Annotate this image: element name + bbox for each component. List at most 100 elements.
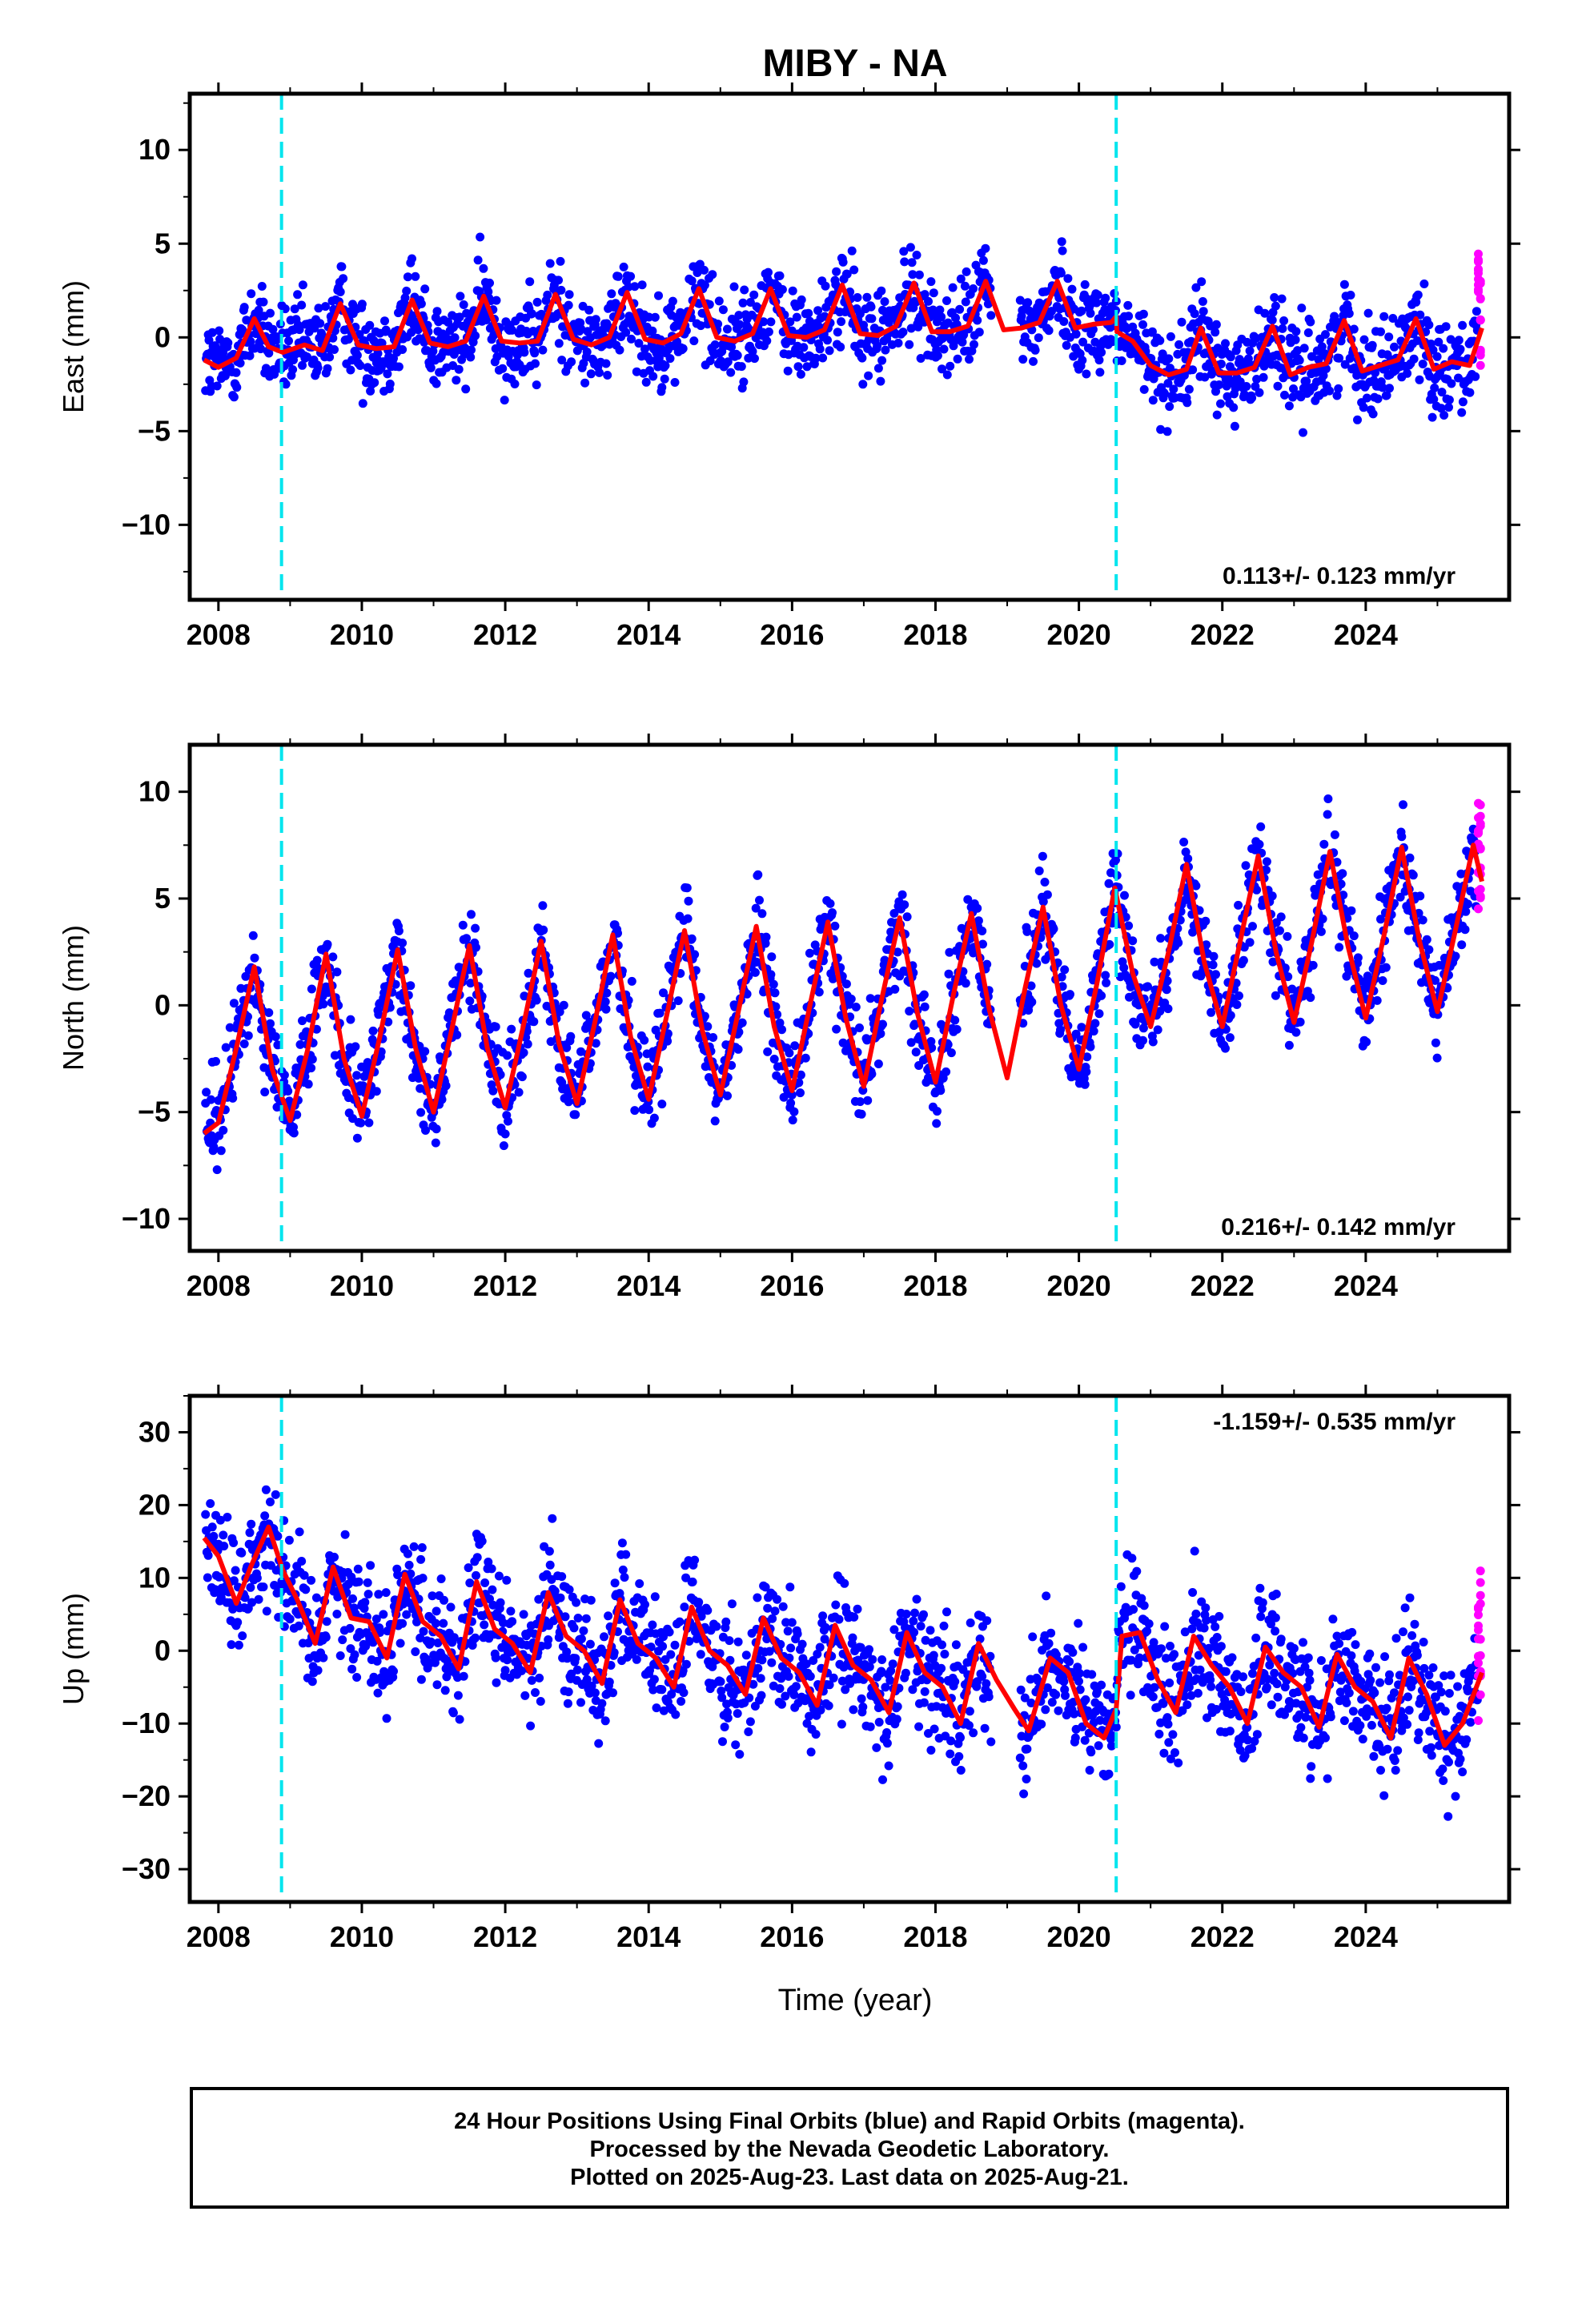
data-point bbox=[238, 1631, 247, 1641]
data-point bbox=[937, 312, 946, 322]
data-point bbox=[1126, 982, 1135, 991]
data-point bbox=[720, 1723, 729, 1731]
data-point bbox=[734, 311, 744, 320]
data-point bbox=[219, 1530, 228, 1540]
data-point bbox=[723, 324, 732, 334]
data-point bbox=[543, 290, 552, 300]
data-point bbox=[370, 378, 379, 388]
data-point bbox=[862, 292, 872, 302]
data-point bbox=[962, 267, 971, 276]
data-point bbox=[571, 1110, 580, 1120]
data-point bbox=[1303, 328, 1313, 337]
data-point bbox=[745, 1717, 755, 1727]
rapid-data-point bbox=[1474, 826, 1483, 835]
data-point bbox=[266, 1498, 275, 1506]
data-point bbox=[1395, 892, 1405, 902]
data-point bbox=[766, 317, 776, 327]
data-point bbox=[479, 263, 488, 273]
data-point bbox=[733, 1637, 743, 1647]
data-point bbox=[585, 1639, 595, 1649]
data-point bbox=[771, 1002, 781, 1011]
data-point bbox=[755, 895, 764, 905]
data-point bbox=[1183, 854, 1193, 863]
x-tick-label: 2008 bbox=[187, 618, 251, 651]
data-point bbox=[733, 351, 742, 360]
data-point bbox=[1120, 891, 1129, 900]
data-point bbox=[849, 1612, 859, 1622]
data-point bbox=[834, 1614, 844, 1624]
data-point bbox=[970, 340, 978, 349]
data-point bbox=[534, 1594, 544, 1604]
data-point bbox=[1200, 372, 1210, 382]
data-point bbox=[881, 345, 890, 355]
data-point bbox=[770, 1606, 780, 1616]
data-point bbox=[765, 1647, 774, 1656]
data-point bbox=[821, 1622, 830, 1632]
data-point bbox=[1235, 355, 1244, 364]
data-point bbox=[938, 1640, 946, 1650]
data-point bbox=[912, 1594, 921, 1604]
data-point bbox=[813, 1650, 822, 1659]
data-point bbox=[1381, 963, 1391, 972]
data-point bbox=[383, 1017, 393, 1027]
data-point bbox=[1367, 340, 1377, 350]
data-point bbox=[298, 280, 307, 290]
data-point bbox=[733, 1044, 743, 1054]
data-point bbox=[556, 285, 566, 295]
rate-label: 0.113+/- 0.123 mm/yr bbox=[1223, 563, 1456, 589]
data-point bbox=[717, 1693, 727, 1703]
data-point bbox=[1363, 971, 1372, 981]
rapid-data-point bbox=[1476, 360, 1485, 370]
data-point bbox=[710, 340, 720, 349]
data-point bbox=[710, 1116, 720, 1126]
data-point bbox=[373, 1688, 383, 1698]
data-point bbox=[1454, 336, 1464, 345]
data-point bbox=[323, 364, 332, 373]
data-point bbox=[655, 1008, 665, 1018]
data-point bbox=[567, 357, 576, 367]
data-point bbox=[858, 380, 868, 389]
data-point bbox=[946, 361, 955, 371]
data-point bbox=[465, 996, 475, 1006]
data-point bbox=[520, 1691, 530, 1700]
x-tick-label: 2024 bbox=[1334, 618, 1398, 651]
data-point bbox=[1471, 372, 1480, 381]
data-point bbox=[394, 927, 404, 935]
data-point bbox=[1216, 360, 1226, 368]
data-point bbox=[1465, 388, 1475, 397]
data-point bbox=[654, 291, 663, 300]
data-point bbox=[960, 281, 970, 291]
data-point bbox=[951, 1640, 961, 1650]
data-point bbox=[919, 990, 929, 999]
data-point bbox=[900, 900, 909, 910]
data-point bbox=[816, 1705, 825, 1715]
data-point bbox=[453, 1691, 463, 1700]
data-point bbox=[364, 1118, 374, 1128]
x-tick-label: 2010 bbox=[330, 1269, 394, 1302]
data-point bbox=[346, 365, 355, 375]
data-point bbox=[229, 392, 239, 402]
data-point bbox=[527, 1675, 536, 1685]
data-point bbox=[506, 1606, 516, 1616]
data-point bbox=[740, 285, 749, 295]
data-point bbox=[564, 300, 573, 310]
data-point bbox=[1297, 304, 1307, 313]
data-point bbox=[307, 1063, 316, 1073]
data-point bbox=[693, 268, 702, 277]
data-point bbox=[788, 286, 797, 296]
data-point bbox=[832, 267, 841, 276]
data-point bbox=[223, 1513, 232, 1522]
data-point bbox=[946, 1048, 956, 1058]
data-point bbox=[786, 1643, 796, 1653]
data-point bbox=[358, 399, 367, 408]
data-point bbox=[520, 991, 529, 1001]
data-point bbox=[1397, 832, 1407, 842]
data-point bbox=[1166, 332, 1175, 341]
data-point bbox=[347, 1664, 357, 1674]
data-point bbox=[802, 1719, 812, 1728]
data-point bbox=[519, 1610, 528, 1619]
data-point bbox=[538, 345, 548, 355]
data-point bbox=[1268, 957, 1278, 967]
data-point bbox=[1082, 1067, 1091, 1076]
y-tick-label: −5 bbox=[138, 1096, 171, 1128]
